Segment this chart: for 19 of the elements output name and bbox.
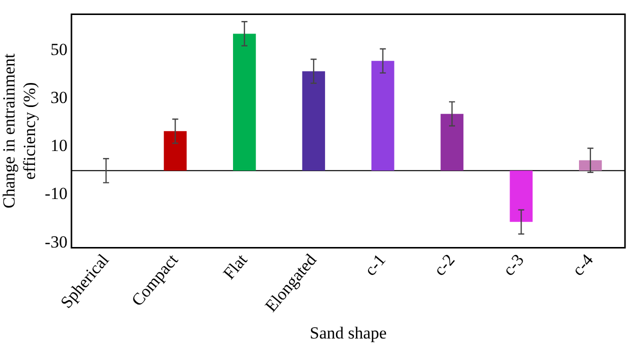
y-tick-label: 50	[50, 40, 68, 59]
x-tick-label: c-3	[499, 250, 528, 280]
y-axis-title: Change in entrainment efficiency (%)	[0, 53, 40, 208]
x-tick-label: c-2	[430, 250, 459, 280]
bar	[510, 170, 533, 222]
y-tick-label: 30	[50, 88, 68, 107]
bar	[164, 131, 187, 171]
bar	[233, 34, 256, 171]
x-tick-label: c-4	[568, 250, 598, 280]
bar	[440, 114, 464, 171]
bar	[302, 71, 326, 171]
bar	[371, 60, 394, 171]
x-axis-title: Sand shape	[310, 323, 387, 342]
x-tick-label: Flat	[219, 250, 252, 283]
y-tick-label: 10	[50, 136, 68, 156]
bar	[578, 160, 602, 171]
y-tick-label: -10	[44, 184, 68, 204]
x-tick-label: c-1	[360, 250, 390, 280]
y-tick-label: -30	[44, 232, 68, 252]
